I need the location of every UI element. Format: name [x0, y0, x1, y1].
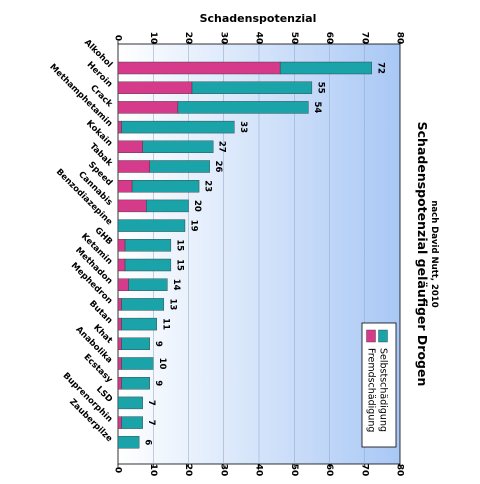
bar-selbstschaedigung: [279, 61, 372, 75]
x-tick-label-bottom: 40: [254, 464, 264, 477]
x-tick-label-top: 80: [395, 32, 405, 45]
value-label: 7: [146, 420, 156, 426]
bar-fremdschaedigung: [117, 357, 122, 370]
bar-selbstschaedigung: [121, 298, 165, 311]
value-label: 6: [143, 439, 153, 445]
x-tick-label-top: 40: [254, 32, 264, 45]
bar-fremdschaedigung: [117, 239, 126, 252]
bar-selbstschaedigung: [177, 101, 309, 114]
x-tick-label-top: 30: [218, 32, 228, 45]
bar-fremdschaedigung: [117, 278, 129, 291]
bar-fremdschaedigung: [117, 337, 122, 350]
legend-swatch: [366, 329, 376, 343]
bar-fremdschaedigung: [117, 101, 179, 114]
bar-selbstschaedigung: [121, 317, 157, 331]
x-tick-label-top: 20: [183, 32, 193, 45]
bar-selbstschaedigung: [121, 416, 143, 429]
title-group: Schadenspotenzial geläufiger Drogen: [415, 122, 430, 387]
value-label: 72: [375, 62, 385, 74]
bar-fremdschaedigung: [117, 140, 143, 154]
bar-fremdschaedigung: [117, 160, 150, 173]
value-label: 54: [312, 101, 322, 113]
value-label: 19: [188, 220, 198, 232]
value-label: 14: [171, 279, 181, 291]
legend-label: Selbstschädigung: [378, 348, 389, 432]
chart-title: Schadenspotenzial geläufiger Drogen: [415, 122, 430, 387]
bar-selbstschaedigung: [121, 337, 150, 350]
x-tick-labels: 0 0 10 10 20 20 30 30 40 40 50 50 60 60 70 70 80 80: [113, 32, 405, 477]
value-label: 26: [213, 161, 223, 173]
bar-selbstschaedigung: [117, 219, 186, 232]
bar-fremdschaedigung: [117, 199, 147, 213]
value-label: 15: [174, 239, 184, 251]
bar-selbstschaedigung: [191, 81, 313, 94]
bars: [117, 61, 372, 449]
x-tick-label-bottom: 0: [113, 467, 123, 473]
x-tick-label-bottom: 20: [183, 464, 193, 477]
bar-fremdschaedigung: [117, 120, 122, 134]
x-tick-label-bottom: 10: [148, 464, 158, 477]
bar-selbstschaedigung: [121, 357, 154, 370]
x-tick-label-top: 70: [359, 32, 369, 45]
value-label: 7: [146, 400, 156, 406]
value-label: 33: [238, 121, 248, 133]
bar-selbstschaedigung: [128, 278, 168, 291]
legend-box: [361, 322, 397, 448]
x-tick-label-bottom: 50: [289, 464, 299, 477]
bar-selbstschaedigung: [142, 140, 214, 154]
x-tick-label-bottom: 80: [395, 464, 405, 477]
bar-selbstschaedigung: [124, 239, 172, 252]
bar-fremdschaedigung: [117, 258, 126, 272]
x-tick-label-top: 60: [324, 32, 334, 45]
bar-selbstschaedigung: [131, 179, 200, 193]
chart-subtitle: nach David Nutt, 2010: [429, 200, 439, 307]
value-label: 9: [153, 380, 163, 386]
bar-selbstschaedigung: [117, 396, 143, 410]
value-label: 20: [192, 200, 202, 212]
x-axis-label: Schadenspotenzial: [200, 12, 317, 25]
value-label: 27: [217, 141, 227, 153]
value-label: 9: [153, 341, 163, 347]
value-label: 11: [160, 318, 170, 330]
value-label: 15: [174, 259, 184, 271]
category-labels: AlkoholHeroinCrackMethamphetaminKokainTa…: [47, 38, 114, 445]
x-tick-label-top: 50: [289, 32, 299, 45]
x-tick-label-bottom: 30: [218, 464, 228, 477]
value-label: 10: [157, 358, 167, 370]
value-label: 13: [167, 298, 177, 310]
x-tick-label-bottom: 70: [359, 464, 369, 477]
subtitle-group: nach David Nutt, 2010: [429, 200, 439, 307]
x-tick-label-top: 0: [113, 35, 123, 41]
bar-fremdschaedigung: [117, 81, 193, 94]
bar-fremdschaedigung: [117, 61, 281, 75]
value-label: 23: [203, 180, 213, 192]
x-tick-label-top: 10: [148, 32, 158, 45]
bar-selbstschaedigung: [149, 160, 210, 173]
bar-selbstschaedigung: [121, 120, 235, 134]
bar-selbstschaedigung: [121, 377, 150, 390]
legend-label: Fremdschädigung: [366, 348, 377, 432]
bar-fremdschaedigung: [117, 377, 122, 390]
bar-selbstschaedigung: [124, 258, 172, 272]
x-tick-label-bottom: 60: [324, 464, 334, 477]
value-label: 55: [315, 82, 325, 94]
bar-fremdschaedigung: [117, 298, 122, 311]
bar-fremdschaedigung: [117, 416, 122, 429]
bar-selbstschaedigung: [117, 436, 140, 449]
bar-selbstschaedigung: [145, 199, 189, 213]
legend-swatch: [378, 329, 388, 343]
bar-fremdschaedigung: [117, 317, 122, 331]
bar-fremdschaedigung: [117, 179, 133, 193]
